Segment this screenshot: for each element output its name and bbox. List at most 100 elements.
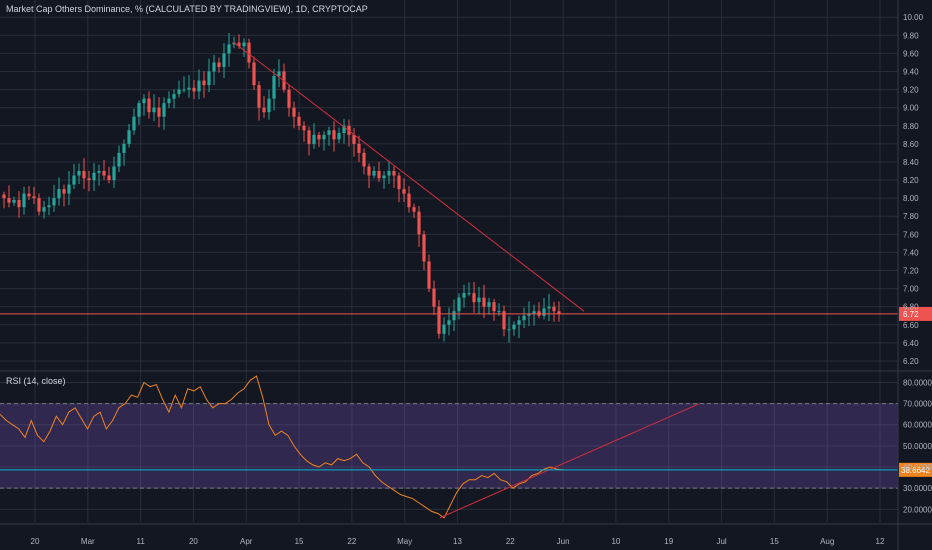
price-tick-label: 9.60 (903, 49, 919, 58)
candle-body (342, 125, 346, 134)
rsi-tick-label: 80.0000 (903, 378, 932, 387)
candle-body (127, 130, 131, 144)
candle-body (422, 234, 426, 262)
rsi-current-badge (899, 462, 932, 477)
candle-body (532, 311, 536, 314)
candle-body (322, 134, 326, 140)
candle-body (107, 175, 111, 181)
price-tick-label: 7.80 (903, 212, 919, 221)
candle-body (162, 103, 166, 117)
candle-body (237, 42, 241, 47)
x-tick-label: 22 (506, 537, 515, 546)
candle-body (52, 198, 56, 206)
candle-body (397, 175, 401, 190)
rsi-tick-label: 20.0000 (903, 505, 932, 514)
candle-body (182, 89, 186, 91)
candle-body (337, 133, 341, 140)
candle-body (542, 308, 546, 316)
rsi-layer: 38.6642 (0, 375, 932, 519)
candle-body (202, 80, 206, 86)
candle-body (407, 193, 411, 208)
candle-body (272, 76, 276, 99)
rsi-title: RSI (14, close) (6, 376, 66, 386)
candle-body (277, 71, 281, 77)
candle-body (382, 175, 386, 179)
candle-body (57, 189, 61, 199)
x-tick-label: 15 (770, 537, 779, 546)
candle-body (317, 134, 321, 140)
candle-body (97, 171, 101, 173)
price-trendline (233, 42, 585, 312)
candle-body (192, 87, 196, 92)
candle-body (332, 130, 336, 140)
rsi-band (0, 403, 898, 489)
candle-body (197, 80, 201, 92)
candle-body (367, 166, 371, 176)
price-tick-label: 6.20 (903, 357, 919, 366)
candle-body (267, 98, 271, 113)
price-tick-label: 7.60 (903, 230, 919, 239)
candle-body (247, 42, 251, 63)
candle-body (452, 311, 456, 321)
candle-body (112, 166, 116, 181)
candle-body (222, 53, 226, 67)
candle-body (262, 107, 266, 113)
current-price-badge (899, 306, 932, 321)
candle-body (82, 171, 86, 179)
price-tick-label: 8.40 (903, 158, 919, 167)
candle-body (392, 171, 396, 176)
candle-body (147, 98, 151, 113)
x-tick-label: 20 (31, 537, 40, 546)
candle-body (42, 207, 46, 212)
candle-body (67, 184, 71, 194)
candle-body (157, 107, 161, 117)
candle-body (212, 62, 216, 72)
price-tick-label: 9.40 (903, 68, 919, 77)
candle-body (372, 171, 376, 176)
current-price-label: 6.72 (903, 310, 919, 319)
price-tick-label: 10.00 (903, 13, 924, 22)
x-tick-label: Jun (557, 537, 570, 546)
candle-body (467, 293, 471, 295)
candle-body (362, 152, 366, 167)
candle-body (37, 198, 41, 212)
candle-body (427, 261, 431, 289)
candle-body (122, 143, 126, 153)
candle-body (232, 42, 236, 45)
candle-body (522, 315, 526, 321)
price-tick-label: 8.20 (903, 176, 919, 185)
grid-layer (0, 0, 898, 522)
candle-body (132, 116, 136, 131)
candle-body (102, 171, 106, 176)
candle-body (447, 320, 451, 325)
candle-body (77, 171, 81, 176)
candle-body (167, 98, 171, 104)
candle-body (557, 311, 561, 314)
candle-body (257, 85, 261, 108)
rsi-series-line (0, 375, 564, 519)
x-tick-label: May (397, 537, 412, 546)
candle-body (7, 198, 11, 203)
price-tick-label: 6.60 (903, 321, 919, 330)
candle-body (457, 297, 461, 312)
candle-body (477, 297, 481, 303)
candle-body (377, 171, 381, 179)
candle-body (472, 293, 476, 303)
candle-body (327, 130, 331, 135)
candle-body (92, 172, 96, 181)
candle-body (432, 288, 436, 307)
candle-body (297, 116, 301, 126)
candle-body (312, 134, 316, 144)
candle-body (302, 125, 306, 131)
rsi-tick-label: 60.0000 (903, 421, 932, 430)
x-tick-label: Aug (820, 537, 834, 546)
x-tick-label: 10 (611, 537, 620, 546)
price-tick-label: 9.00 (903, 104, 919, 113)
price-tick-label: 8.00 (903, 194, 919, 203)
candle-body (137, 103, 141, 117)
candle-body (22, 193, 26, 208)
price-tick-label: 7.20 (903, 267, 919, 276)
